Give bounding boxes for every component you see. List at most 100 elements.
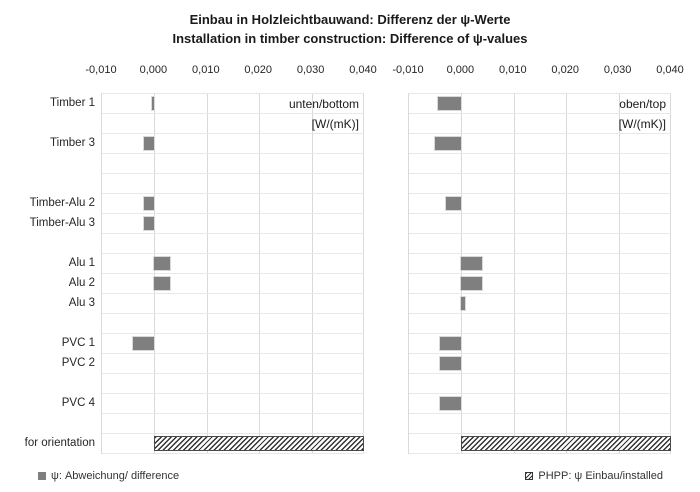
- category-label: for orientation: [24, 437, 95, 449]
- category-label-empty: [0, 373, 95, 393]
- phpp-installed-bar: [461, 436, 671, 451]
- chart-row: [102, 254, 364, 274]
- difference-bar: [153, 276, 172, 291]
- legend-difference-label: ψ: Abweichung/ difference: [51, 470, 180, 482]
- plot-top-panel: oben/top [W/(mK)]: [408, 93, 671, 454]
- chart-title-line-en: Installation in timber construction: Dif…: [172, 31, 528, 46]
- difference-bar: [460, 296, 466, 311]
- x-tick-label: 0,010: [192, 64, 220, 76]
- x-tick-label: -0,010: [85, 64, 117, 76]
- difference-bar: [142, 136, 156, 151]
- chart-row: [409, 414, 671, 434]
- chart-row: [102, 274, 364, 294]
- chart-row: [102, 394, 364, 414]
- chart-row: [102, 94, 364, 114]
- chart-row: [409, 294, 671, 314]
- chart-row: [409, 194, 671, 214]
- chart-row: [409, 334, 671, 354]
- difference-bar: [460, 276, 484, 291]
- chart-row: [409, 174, 671, 194]
- category-label: PVC 4: [61, 397, 95, 409]
- category-label: Timber 3: [50, 137, 95, 149]
- x-tick-label: 0,010: [499, 64, 527, 76]
- chart-row: [102, 374, 364, 394]
- legend-difference: ψ: Abweichung/ difference: [38, 470, 179, 482]
- chart-row: [409, 274, 671, 294]
- difference-bar: [142, 196, 156, 211]
- x-tick-label: 0,020: [551, 64, 579, 76]
- category-label-empty: [0, 153, 95, 173]
- legend-phpp-label: PHPP: ψ Einbau/installed: [538, 470, 663, 482]
- category-label-empty: [0, 113, 95, 133]
- category-label: Timber 1: [50, 97, 95, 109]
- legend-phpp: PHPP: ψ Einbau/installed: [525, 470, 663, 482]
- chart-row: [409, 354, 671, 374]
- difference-bar: [434, 136, 463, 151]
- x-tick-label: 0,000: [139, 64, 168, 76]
- chart-title-line-de: Einbau in Holzleichtbauwand: Differenz d…: [189, 12, 511, 27]
- chart-row: [102, 214, 364, 234]
- x-tick-label: 0,040: [349, 64, 377, 76]
- x-tick-label: 0,030: [603, 64, 632, 76]
- x-tick-label: 0,040: [656, 64, 684, 76]
- chart-row: [409, 434, 671, 454]
- gridline: [154, 94, 156, 454]
- plot-bottom-panel: unten/bottom [W/(mK)]: [101, 93, 364, 454]
- phpp-installed-bar: [154, 436, 364, 451]
- difference-bar: [142, 216, 156, 231]
- chart-row: [409, 134, 671, 154]
- gridline: [363, 94, 364, 454]
- x-axis-top-panel: -0,010 0,000 0,010 0,020 0,030 0,040: [392, 64, 683, 79]
- category-label: Timber-Alu 3: [29, 217, 95, 229]
- category-label-empty: [0, 413, 95, 433]
- gridline: [259, 94, 261, 454]
- difference-bar: [444, 196, 463, 211]
- chart-row: [102, 334, 364, 354]
- chart-row: [409, 314, 671, 334]
- difference-bar: [460, 256, 484, 271]
- chart-row: [102, 234, 364, 254]
- category-label-empty: [0, 173, 95, 193]
- x-axis-bottom-panel: -0,010 0,000 0,010 0,020 0,030 0,040: [85, 64, 376, 79]
- category-label: Alu 1: [68, 257, 95, 269]
- gridline: [513, 94, 515, 454]
- category-label: PVC 1: [61, 337, 95, 349]
- gridline: [566, 94, 568, 454]
- difference-bar: [439, 356, 463, 371]
- difference-bar: [439, 396, 463, 411]
- category-label-empty: [0, 313, 95, 333]
- difference-bar: [439, 336, 463, 351]
- gridline: [670, 94, 671, 454]
- category-label-empty: [0, 233, 95, 253]
- hatch-square-icon: [525, 472, 534, 480]
- chart-row: [102, 174, 364, 194]
- category-label: PVC 2: [61, 357, 95, 369]
- category-label: Timber-Alu 2: [29, 197, 95, 209]
- panel-label-bottom: unten/bottom: [288, 97, 359, 111]
- gray-square-icon: [38, 472, 46, 480]
- chart-row: [102, 134, 364, 154]
- chart-title: Einbau in Holzleichtbauwand: Differenz d…: [0, 10, 700, 48]
- chart-row: [102, 354, 364, 374]
- chart-row: [102, 434, 364, 454]
- chart-row: [409, 214, 671, 234]
- difference-bar: [151, 96, 156, 111]
- category-label: Alu 3: [68, 297, 95, 309]
- chart-row: [102, 294, 364, 314]
- gridline: [618, 94, 620, 454]
- chart-row: [409, 114, 671, 134]
- chart-row: [409, 94, 671, 114]
- chart-row: [102, 154, 364, 174]
- gridline: [206, 94, 208, 454]
- difference-bar: [132, 336, 156, 351]
- panel-unit-bottom: [W/(mK)]: [311, 117, 359, 131]
- difference-bar: [153, 256, 172, 271]
- chart-row: [102, 114, 364, 134]
- chart-row: [409, 154, 671, 174]
- x-tick-label: 0,020: [244, 64, 272, 76]
- x-tick-label: 0,030: [296, 64, 325, 76]
- chart-row: [102, 194, 364, 214]
- x-tick-label: -0,010: [392, 64, 424, 76]
- chart-row: [409, 374, 671, 394]
